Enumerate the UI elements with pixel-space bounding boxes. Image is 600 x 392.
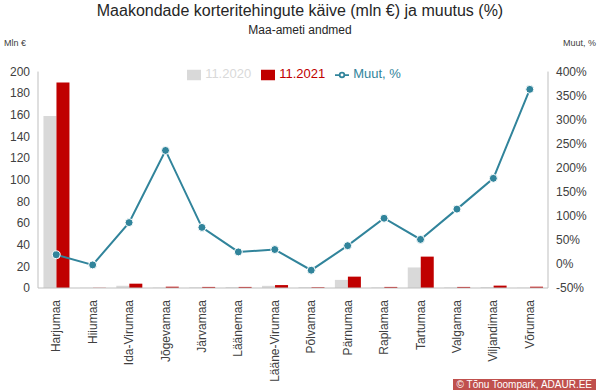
- html-text:Muut, %: Muut, %: [353, 66, 401, 81]
- svg-text:Läänemaa: Läänemaa: [231, 300, 245, 357]
- svg-text:180: 180: [10, 86, 30, 100]
- html-text:11.2021: 11.2021: [279, 66, 326, 81]
- svg-text:160: 160: [10, 108, 30, 122]
- svg-text:Põlvamaa: Põlvamaa: [304, 300, 318, 354]
- svg-text:-50%: -50%: [556, 281, 584, 295]
- svg-text:80: 80: [17, 195, 31, 209]
- svg-text:Pärnumaa: Pärnumaa: [341, 300, 355, 356]
- svg-text:150%: 150%: [556, 185, 587, 199]
- svg-text:120: 120: [10, 151, 30, 165]
- svg-text:0%: 0%: [556, 257, 574, 271]
- svg-text:200%: 200%: [556, 161, 587, 175]
- svg-text:20: 20: [17, 260, 31, 274]
- svg-text:350%: 350%: [556, 89, 587, 103]
- svg-text:60: 60: [17, 216, 31, 230]
- svg-text:400%: 400%: [556, 65, 587, 79]
- html-text:11.2020: 11.2020: [205, 66, 252, 81]
- svg-text:Tartumaa: Tartumaa: [414, 300, 428, 350]
- svg-text:Võrumaa: Võrumaa: [523, 300, 537, 349]
- svg-text:100%: 100%: [556, 209, 587, 223]
- html-text:Maa-ameti andmed: Maa-ameti andmed: [248, 23, 352, 37]
- html-text:© Tõnu Toompark, ADAUR.EE: © Tõnu Toompark, ADAUR.EE: [456, 379, 592, 390]
- svg-text:Viljandimaa: Viljandimaa: [486, 300, 500, 362]
- svg-text:100: 100: [10, 173, 30, 187]
- svg-text:50%: 50%: [556, 233, 580, 247]
- svg-text:250%: 250%: [556, 137, 587, 151]
- svg-text:Järvamaa: Järvamaa: [195, 300, 209, 353]
- svg-text:Jõgevamaa: Jõgevamaa: [159, 300, 173, 362]
- svg-text:300%: 300%: [556, 113, 587, 127]
- svg-text:40: 40: [17, 238, 31, 252]
- html-text:Maakondade korteritehingute kä: Maakondade korteritehingute käive (mln €…: [96, 2, 504, 19]
- svg-text:Valgamaa: Valgamaa: [450, 300, 464, 353]
- svg-text:Hiiumaa: Hiiumaa: [86, 300, 100, 344]
- svg-text:Ida-Virumaa: Ida-Virumaa: [122, 300, 136, 365]
- svg-text:140: 140: [10, 130, 30, 144]
- svg-text:0: 0: [23, 281, 30, 295]
- svg-text:Raplamaa: Raplamaa: [377, 300, 391, 355]
- html-text:Mln €: Mln €: [4, 38, 26, 48]
- svg-text:Harjumaa: Harjumaa: [49, 300, 63, 352]
- svg-text:200: 200: [10, 65, 30, 79]
- svg-text:Lääne-Virumaa: Lääne-Virumaa: [268, 300, 282, 382]
- html-text:Muut, %: Muut, %: [563, 38, 596, 48]
